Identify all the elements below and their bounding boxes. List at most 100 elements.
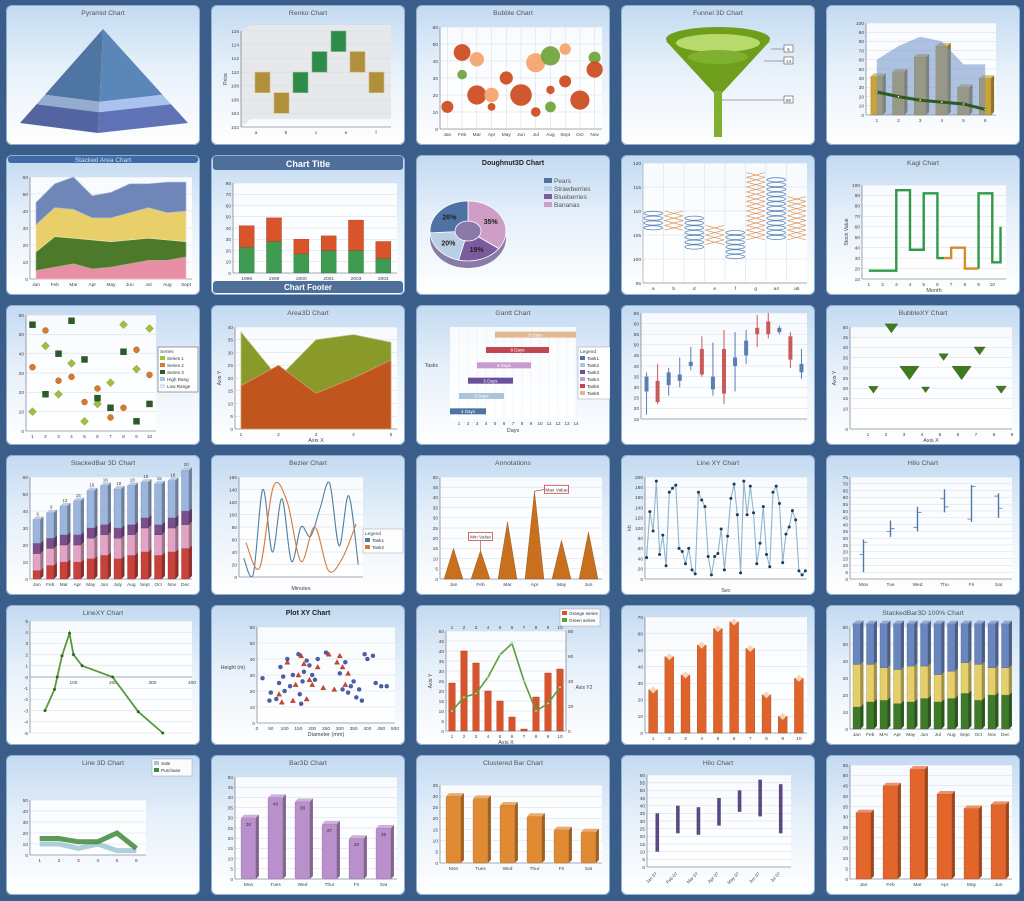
chart-title: Doughnut3D Chart — [482, 160, 545, 167]
gantt-bar-label: 5 Days — [483, 378, 498, 383]
chart-card-untitled-chart[interactable]: 0 5 10 15 20 25 30 35 40 45 50 1 2 3 4 5 6 7 8 9 10 1 2 3 4 5 6 7 8 9… — [416, 605, 610, 745]
bar — [348, 837, 365, 880]
gantt-bar-label: 8 Days — [510, 348, 525, 353]
chart-card-gantt-chart[interactable]: Gantt Chart Days Tasks 1 2 3 4 5 6 7 8 9 10 11 12 13 14 4… — [416, 305, 610, 445]
chart-card-chart-title[interactable]: Chart Title 0 10 20 30 40 50 60 70 80 1998 1999 2000… — [211, 155, 405, 295]
chart-card-untitled-chart[interactable]: 15 20 25 30 35 40 45 50 55 60 65 — [621, 305, 815, 445]
chart-card-clustered-bar-chart[interactable]: Clustered Bar Chart 0 5 10 15 20 25 30 35 Mon Tues… — [416, 755, 610, 895]
chart-card-bezier-chart[interactable]: Bezier Chart 0 20 40 60 80 100 120 140 160 Minutes… — [211, 455, 405, 595]
bar — [963, 808, 980, 880]
spike — [524, 491, 545, 580]
bar — [154, 483, 163, 525]
bar-top-face — [883, 782, 901, 786]
annotation-label: Max Value — [545, 487, 568, 493]
y-tick-label: 5 — [230, 867, 233, 873]
chart-title: StackedBar 3D Chart — [71, 460, 135, 467]
chart-card-untitled-chart[interactable]: 0 10 20 30 40 50 60 70 80 90 100 1 2 3 4 5 6 — [826, 5, 1020, 145]
scatter-point — [292, 681, 299, 687]
bar-side-face — [860, 661, 864, 707]
bar — [181, 469, 190, 512]
x-tick-label: 4 — [700, 736, 703, 742]
x-tick-label: 3 — [476, 421, 479, 426]
legend-swatch — [562, 611, 567, 615]
x-tick-label: 5 — [962, 118, 965, 124]
scatter-point — [120, 404, 127, 412]
x-axis-title: Days — [507, 428, 520, 434]
x-tick-label: 9 — [135, 434, 138, 440]
line-series — [868, 189, 945, 272]
bar-side-face — [80, 542, 84, 562]
chart-card-stacked-area-chart[interactable]: Stacked Area Chart 0 10 20 30 40 50 60 Jan Feb Mar… — [6, 155, 200, 295]
chart-card-bar3d-chart[interactable]: Bar3D Chart 0 5 10 15 20 25 30 35 40 45 50 Mon Tues We… — [211, 755, 405, 895]
chart-title: Stacked Area Chart — [75, 157, 132, 164]
y-tick-label: 115 — [633, 185, 641, 191]
line-point — [716, 552, 720, 555]
y-tick-label: 55 — [843, 502, 849, 508]
y-tick-label: 30 — [843, 815, 849, 821]
chart-card-hilo-chart[interactable]: Hilo Chart 0 5 10 15 20 25 30 35 40 45 50 55 60 65 70 75… — [826, 455, 1020, 595]
bar-top-face — [446, 793, 464, 797]
plot-area — [862, 185, 1006, 279]
pnf-o — [725, 230, 745, 236]
bar — [32, 543, 41, 554]
pnf-o — [684, 215, 704, 221]
scatter-point — [146, 400, 153, 408]
chart-untitled-chart: 0 5 10 15 20 25 30 35 40 45 50 55 Jan Feb Mar Apr May Jun — [843, 763, 1012, 888]
chart-card-hilo-chart[interactable]: Hilo Chart 0 5 10 15 20 25 30 35 40 45 50 55 60 Jan 07… — [621, 755, 815, 895]
y-tick-label: 105 — [633, 233, 641, 239]
chart-card-annotations[interactable]: Annotations 0 5 10 15 20 25 30 35 40 45 50 Jan Feb Mar… — [416, 455, 610, 595]
bar — [167, 517, 176, 529]
bar-side-face — [981, 661, 985, 701]
y-tick-label: 25 — [433, 805, 439, 811]
chart-stacked-area-chart: Stacked Area Chart 0 10 20 30 40 50 60 Jan Feb Mar… — [8, 156, 198, 288]
chart-card-kagi-chart[interactable]: Kagi Chart 10 20 30 40 50 60 70 80 90 100 Month Stoc… — [826, 155, 1020, 295]
chart-card-untitled-chart[interactable]: 0 5 10 15 20 25 30 35 40 45 50 55 Jan Feb Mar Apr May Jun — [826, 755, 1020, 895]
line-point — [522, 679, 526, 683]
y-tick-label: 30 — [23, 226, 29, 232]
chart-card-stackedbar-3d-chart[interactable]: StackedBar 3D Chart 0 10 20 30 40 50 60 Jan Feb Ma… — [6, 455, 200, 595]
chart-card-untitled-chart[interactable]: 0 10 20 30 40 50 60 70 1 2 3 4 5 6 7 8 9 10 — [621, 605, 815, 745]
pyramid-layer-right — [98, 104, 188, 133]
bar — [879, 667, 888, 701]
bar — [59, 561, 68, 580]
chart-card-linexy-chart[interactable]: LineXY Chart -5 -4 -3 -2 -1 0 1 2 3 4 5 100 200 300 400 — [6, 605, 200, 745]
chart-card-pyramid-chart[interactable]: Pyramid Chart — [6, 5, 200, 145]
scatter-point — [303, 696, 310, 702]
chart-card-line-3d-chart[interactable]: Line 3D Chart 0 10 20 30 40 50 1 2 3 4 5 6 Sale Purcha… — [6, 755, 200, 895]
chart-card-area3d-chart[interactable]: Area3D Chart 0 5 10 15 20 25 30 35 40 1 2 3 4 5 Axis X A… — [211, 305, 405, 445]
chart-card-funnel-3d-chart[interactable]: Funnel 3D Chart 5 13 60 — [621, 5, 815, 145]
scatter-point — [337, 671, 343, 676]
y-tick-label: 30 — [638, 681, 644, 687]
bar-side-face — [94, 487, 98, 528]
line-point — [498, 653, 502, 656]
chart-card-untitled-chart[interactable]: 0 10 20 30 40 50 60 1 2 3 4 5 6 7 8 9 10 Series Series 1 Se… — [6, 305, 200, 445]
bar — [100, 534, 109, 556]
bar-side-face — [121, 555, 125, 579]
chart-title: Bezier Chart — [289, 460, 327, 467]
pnf-x — [746, 215, 766, 221]
annotation-label: Min Value — [470, 534, 491, 540]
chart-card-untitled-chart[interactable]: 95 100 105 110 115 120 a b d e f g a4 a5 — [621, 155, 815, 295]
chart-card-line-xy-chart[interactable]: Line XY Chart 0 20 40 60 80 100 120 140 160 180 200… — [621, 455, 815, 595]
pnf-o — [766, 177, 786, 183]
chart-card-doughnut3d-chart[interactable]: Doughnut3D Chart 35% 19% 20% 26% Pears Strawbe… — [416, 155, 610, 295]
chart-bar3d-chart: Bar3D Chart 0 5 10 15 20 25 30 35 40 45 50 Mon Tues We… — [228, 760, 397, 888]
y-tick-label: 20 — [638, 567, 644, 573]
bar-side-face — [67, 502, 71, 535]
bubble-triangle — [868, 386, 879, 394]
y-tick-label: 100 — [635, 526, 643, 532]
scatter-point — [267, 698, 272, 703]
x-tick-label: 12 — [555, 421, 561, 426]
chart-card-renko-chart[interactable]: Renko Chart 102 104 106 108 110 112 114 116 Price… — [211, 5, 405, 145]
chart-card-stackedbar3d-100-chart[interactable]: StackedBar3D 100% Chart 0 10 20 30 40 50 60 Jan F… — [826, 605, 1020, 745]
scatter-point — [354, 695, 359, 700]
bar — [127, 524, 136, 535]
bar-side-face — [1008, 620, 1012, 668]
chart-card-bubble-chart[interactable]: Bubble Chart 0 10 20 30 40 50 60 Jan Feb Mar Apr May… — [416, 5, 610, 145]
chart-card-plot-xy-chart[interactable]: Plot XY Chart 0 10 20 30 40 50 60 Diameter (mm) H… — [211, 605, 405, 745]
y-tick-label: 20 — [640, 834, 646, 840]
x-tick-label: 50 — [268, 726, 274, 732]
bubble — [526, 53, 546, 73]
